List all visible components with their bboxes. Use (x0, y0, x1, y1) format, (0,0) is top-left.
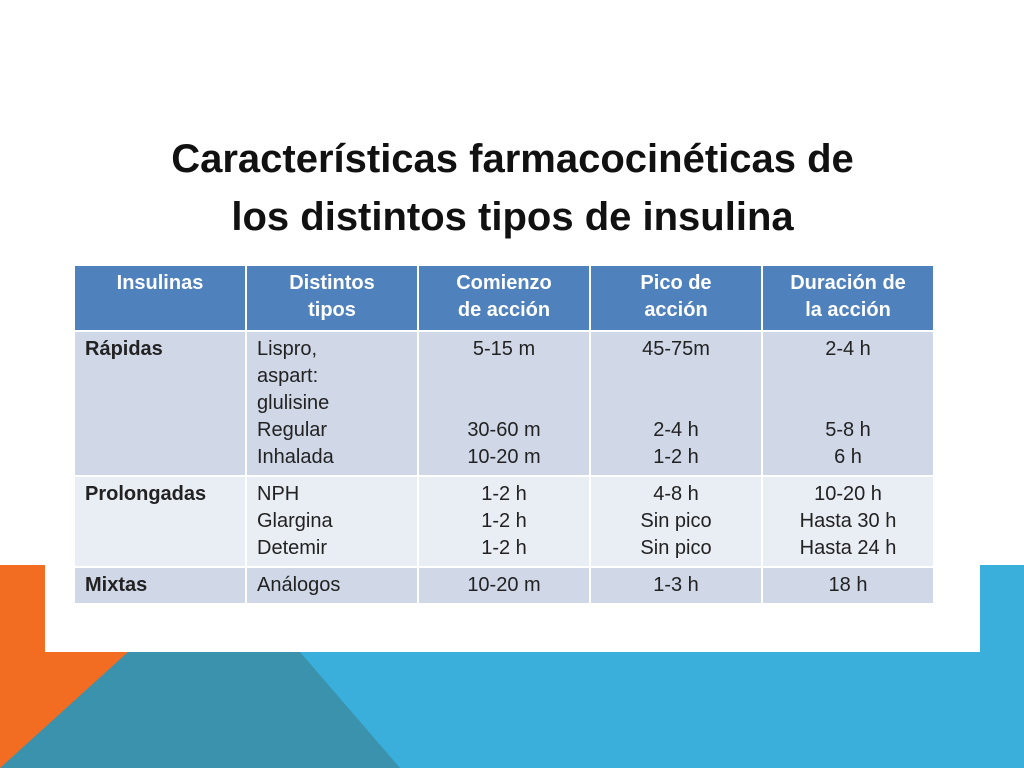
header-line: Pico de (640, 272, 712, 294)
column-header: Duración de la acción (761, 264, 935, 332)
table-cell: 1-3 h (589, 566, 763, 605)
cell-line: 5-15 m (472, 338, 536, 360)
cell-line: 4-8 h (653, 483, 699, 505)
cell-line: 6 h (834, 446, 862, 468)
cell-line: 5-8 h (825, 419, 871, 441)
table-cell: Mixtas (73, 566, 247, 605)
header-line: la acción (805, 299, 891, 321)
cell-line: Prolongadas (85, 483, 207, 505)
cell-line: 1-2 h (653, 446, 699, 468)
table-cell: 45-75m 2-4 h 1-2 h (589, 330, 763, 477)
table-cell: 1-2 h 1-2 h 1-2 h (417, 475, 591, 568)
cell-line: 10-20 m (467, 446, 541, 468)
cell-line: Análogos (257, 574, 341, 596)
cell-line: 2-4 h (825, 338, 871, 360)
table-cell: 2-4 h 5-8 h 6 h (761, 330, 935, 477)
cell-line: 1-2 h (481, 483, 527, 505)
title: Características farmacocinéticas de los d… (45, 130, 980, 246)
cell-line: 45-75m (642, 338, 710, 360)
cell-line: Regular (257, 419, 328, 441)
cell-line (429, 390, 579, 417)
cell-line: 10-20 h (814, 483, 882, 505)
header-line: Insulinas (116, 272, 204, 294)
cell-line (429, 363, 579, 390)
table-cell: 10-20 h Hasta 30 h Hasta 24 h (761, 475, 935, 568)
header-line: Duración de (790, 272, 906, 294)
table-cell: NPH Glargina Detemir (245, 475, 419, 568)
cell-line: aspart: (257, 365, 319, 387)
cell-line: Detemir (257, 537, 328, 559)
cell-line (773, 363, 923, 390)
cell-line: Inhalada (257, 446, 334, 468)
cell-line: 30-60 m (467, 419, 541, 441)
cell-line: Hasta 30 h (799, 510, 897, 532)
cell-line (601, 363, 751, 390)
cell-line: Glargina (257, 510, 333, 532)
teal-shape (0, 652, 400, 768)
title-line: los distintos tipos de insulina (231, 195, 794, 239)
title-line: Características farmacocinéticas de (171, 137, 854, 181)
header-row: Insulinas Distintos tipos Comienzo de acción… (73, 264, 935, 332)
cell-line: 1-3 h (653, 574, 699, 596)
table-cell: Rápidas (73, 330, 247, 477)
table-cell: Lispro, aspart: glulisine Regular Inhalada (245, 330, 419, 477)
cell-line: 18 h (828, 574, 868, 596)
table-cell: Prolongadas (73, 475, 247, 568)
header-line: Distintos (289, 272, 375, 294)
header-line: Comienzo (456, 272, 552, 294)
cell-line: Hasta 24 h (799, 537, 897, 559)
table-cell: 4-8 h Sin pico Sin pico (589, 475, 763, 568)
cell-line: 1-2 h (481, 537, 527, 559)
cell-line: 10-20 m (467, 574, 541, 596)
column-header: Insulinas (73, 264, 247, 332)
cell-line: Sin pico (640, 537, 712, 559)
cell-line: Rápidas (85, 338, 163, 360)
table-cell: 5-15 m 30-60 m 10-20 m (417, 330, 591, 477)
cell-line: Mixtas (85, 574, 148, 596)
column-header: Distintos tipos (245, 264, 419, 332)
column-header: Pico de acción (589, 264, 763, 332)
table-row: Mixtas Análogos 10-20 m 1-3 h 18 h (73, 566, 935, 605)
table-cell: 10-20 m (417, 566, 591, 605)
cell-line: Sin pico (640, 510, 712, 532)
cell-line: Lispro, (257, 338, 318, 360)
cell-line (773, 390, 923, 417)
header-line: de acción (457, 299, 551, 321)
orange-triangle (0, 652, 128, 768)
cell-line (601, 390, 751, 417)
cell-line: 2-4 h (653, 419, 699, 441)
cell-line: 1-2 h (481, 510, 527, 532)
cell-line: glulisine (257, 392, 330, 414)
table: Insulinas Distintos tipos Comienzo de acción… (73, 264, 935, 605)
table-row: Rápidas Lispro, aspart: glulisine Regular Inh… (73, 330, 935, 477)
table-cell: Análogos (245, 566, 419, 605)
cell-line: NPH (257, 483, 300, 505)
header-line: acción (644, 299, 708, 321)
header-line: tipos (308, 299, 356, 321)
column-header: Comienzo de acción (417, 264, 591, 332)
table-cell: 18 h (761, 566, 935, 605)
